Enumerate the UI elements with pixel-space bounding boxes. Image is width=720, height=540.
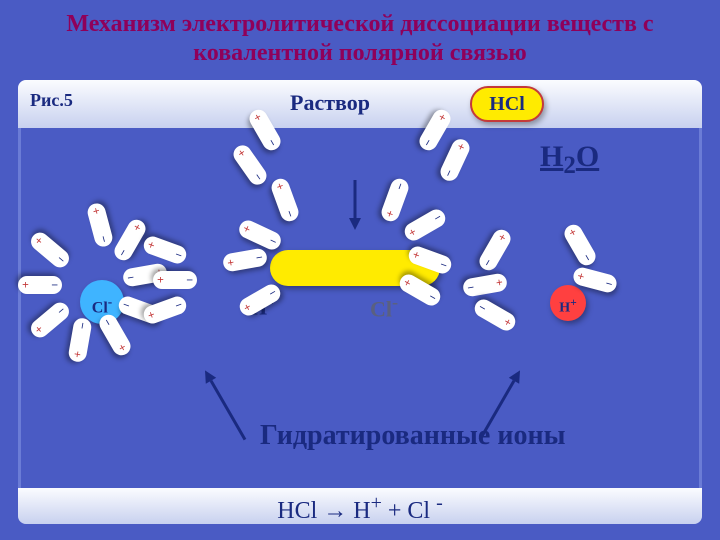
h-ion: H+ (550, 285, 586, 321)
figure-label: Рис.5 (30, 90, 73, 111)
hcl-pill: HCl (470, 86, 544, 122)
water-dipole: −+ (18, 276, 62, 294)
hydrated-label: Гидратированные ионы (260, 420, 565, 452)
h2o-label: H2O (540, 140, 599, 180)
water-dipole: −+ (153, 271, 197, 289)
solution-label: Раствор (290, 90, 370, 116)
cl-mid-label: Cl- (370, 292, 398, 322)
equation: HCl → H+ + Cl - (18, 492, 702, 525)
slide-title: Механизм электролитической диссоциации в… (20, 10, 700, 68)
arrow-icon (346, 178, 364, 232)
